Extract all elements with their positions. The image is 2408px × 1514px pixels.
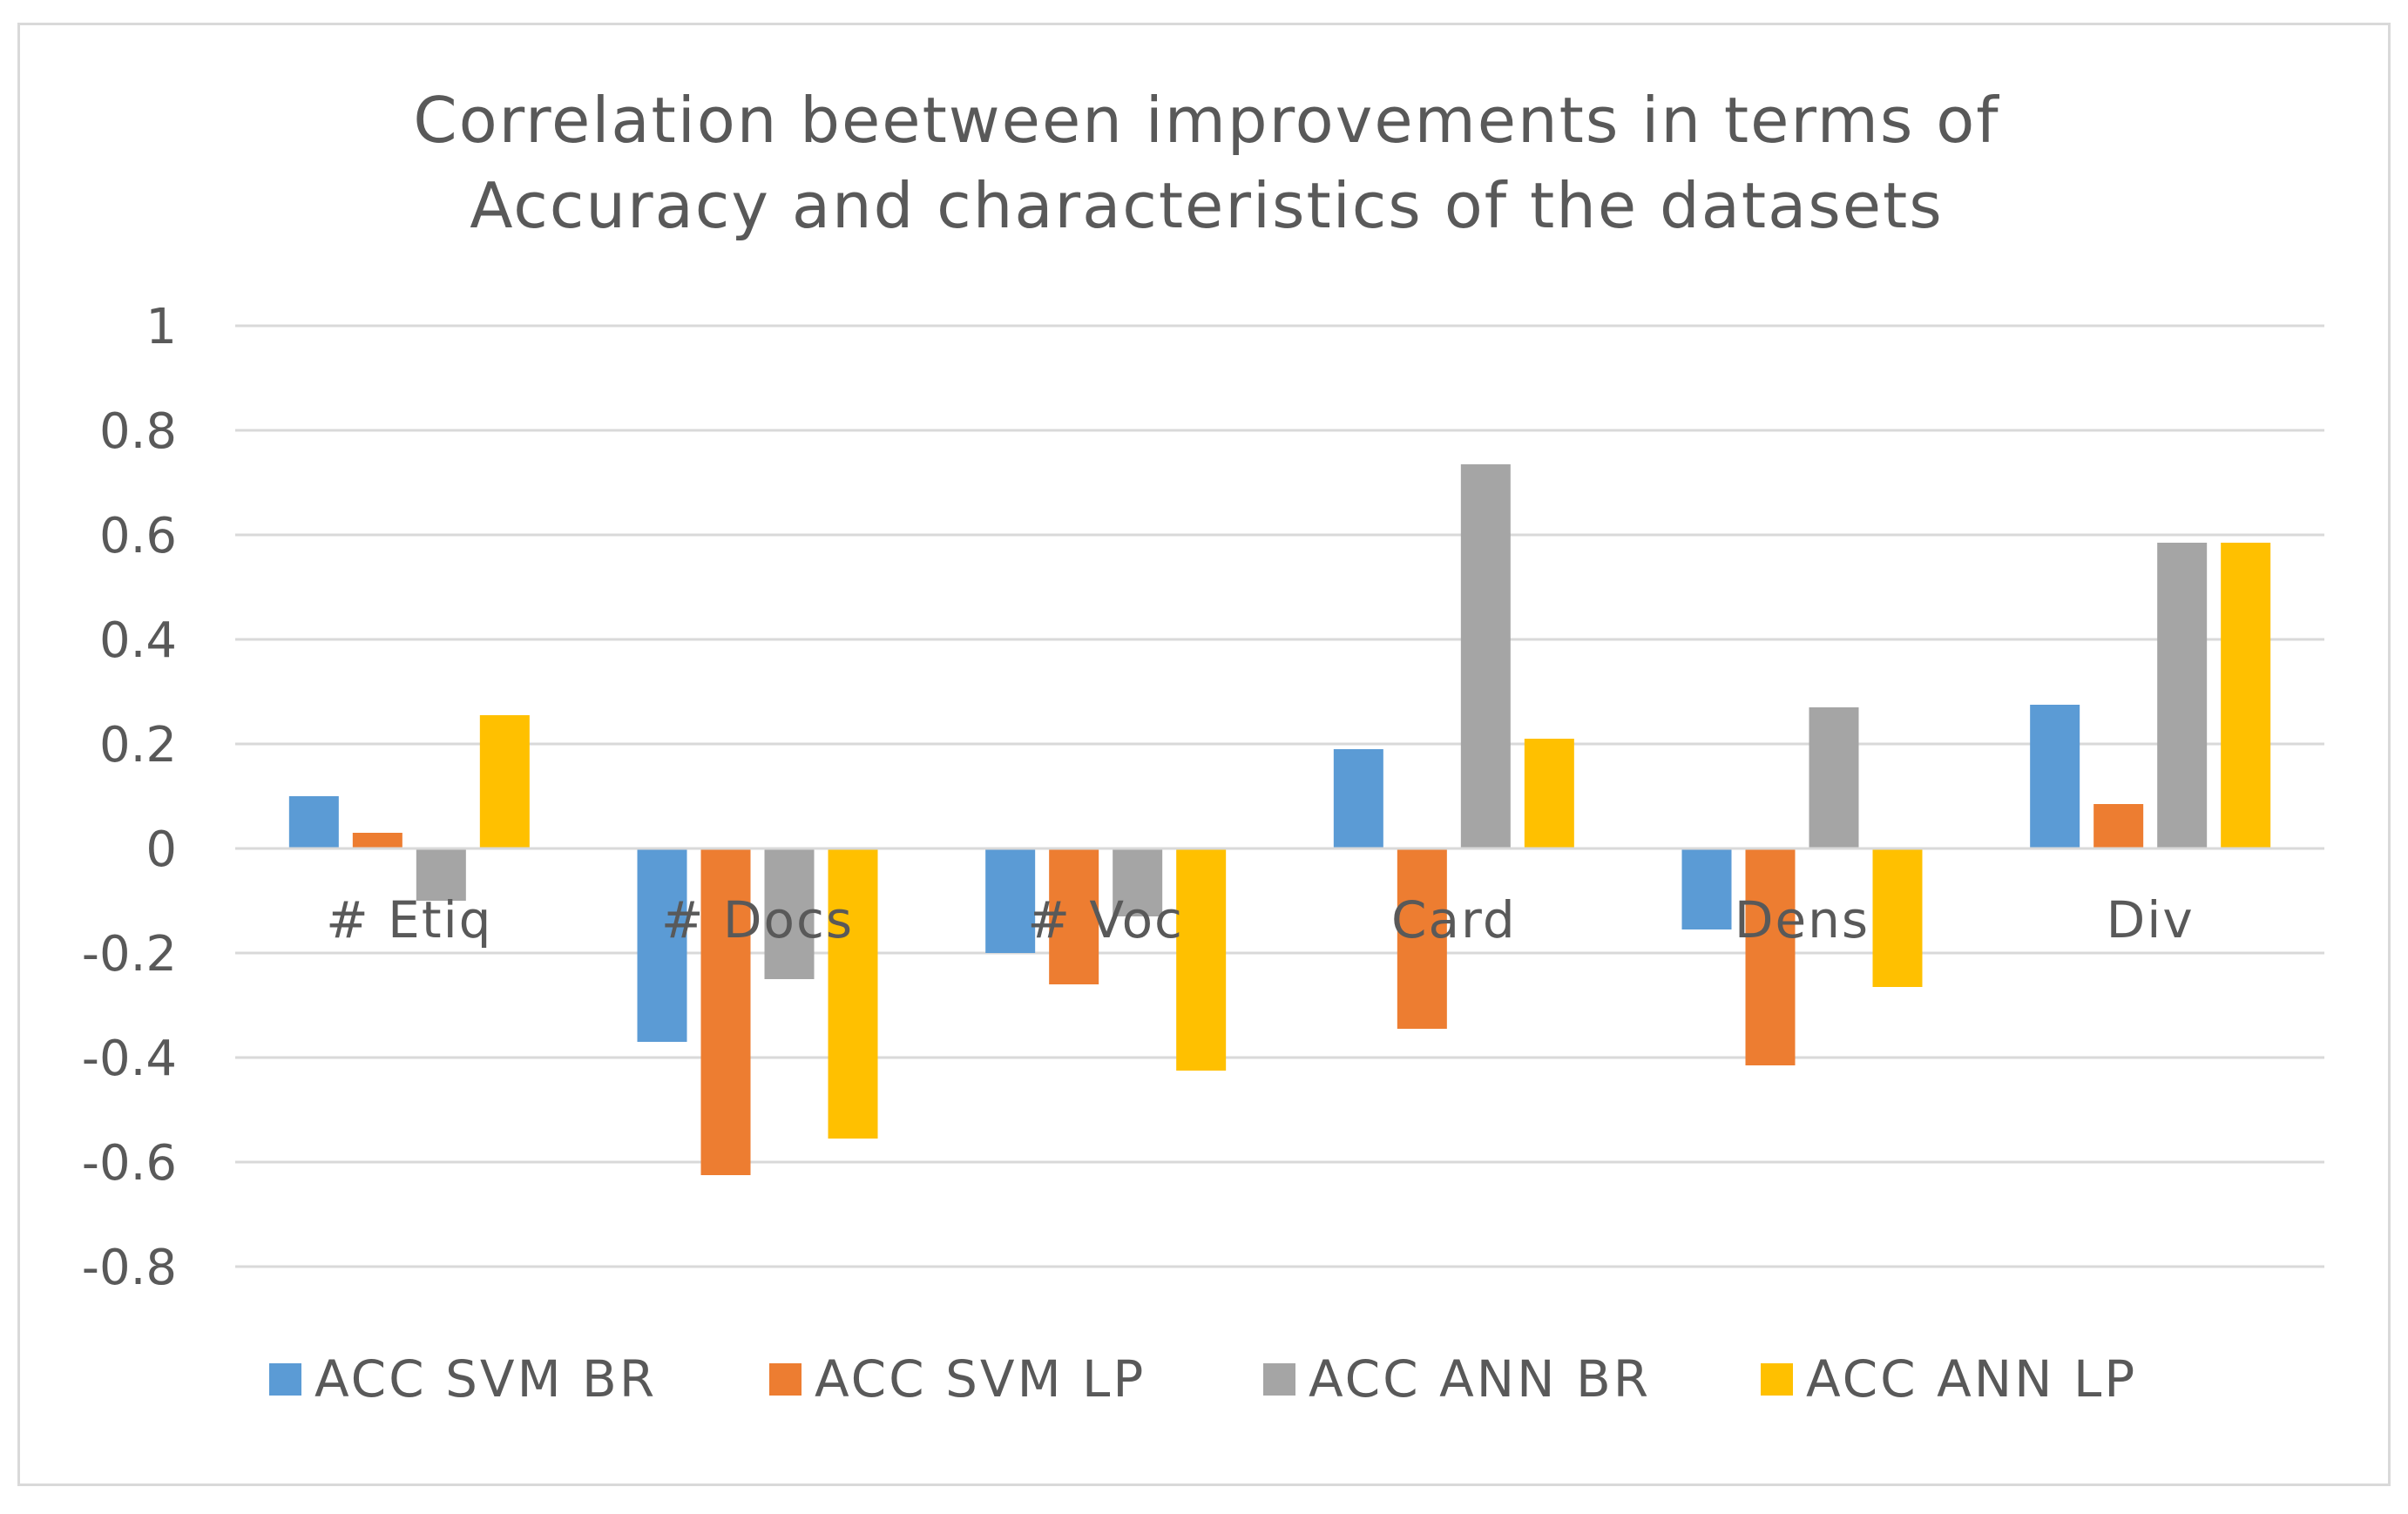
bar-acc-ann-br-0 (416, 848, 466, 901)
y-tick-label: 0.6 (99, 508, 177, 564)
chart-title-line-2: Accuracy and characteristics of the data… (470, 169, 1944, 242)
bar-chart: Correlation beetween improvements in ter… (82, 84, 2324, 1409)
bar-acc-svm-br-2 (985, 848, 1036, 953)
chart-title-line-1: Correlation beetween improvements in ter… (413, 84, 1999, 157)
legend-swatch-0 (269, 1363, 301, 1396)
bar-acc-ann-lp-0 (479, 715, 530, 848)
chart-frame: Correlation beetween improvements in ter… (17, 23, 2391, 1486)
y-axis-ticks: 1 0.8 0.6 0.4 0.2 0 -0.2 -0.4 -0.6 -0.8 (82, 299, 177, 1296)
category-label: # Docs (661, 890, 854, 950)
y-tick-label: -0.4 (82, 1031, 177, 1087)
y-tick-label: 0.8 (99, 403, 177, 460)
category-labels: # Etiq # Docs # Voc Card Dens Div (326, 890, 2195, 950)
bar-acc-svm-br-5 (2030, 705, 2080, 848)
bar-acc-ann-br-3 (1460, 464, 1511, 848)
y-tick-label: 0 (145, 821, 177, 878)
bar-acc-svm-lp-2 (1049, 848, 1099, 984)
bar-acc-ann-br-5 (2157, 543, 2208, 848)
legend: ACC SVM BR ACC SVM LP ACC ANN BR ACC ANN LP (269, 1349, 2137, 1409)
bar-acc-svm-br-3 (1333, 749, 1383, 848)
bar-acc-ann-lp-3 (1524, 739, 1574, 848)
y-tick-label: 0.4 (99, 612, 177, 669)
bar-acc-svm-lp-5 (2093, 804, 2144, 848)
y-tick-label: 0.2 (99, 717, 177, 774)
bar-acc-ann-lp-2 (1176, 848, 1227, 1071)
legend-swatch-3 (1761, 1363, 1793, 1396)
legend-label-0: ACC SVM BR (315, 1349, 657, 1409)
legend-label-2: ACC ANN BR (1309, 1349, 1651, 1409)
y-tick-label: -0.6 (82, 1135, 177, 1192)
bar-acc-svm-lp-0 (352, 833, 402, 848)
bar-acc-ann-br-4 (1809, 707, 1859, 848)
category-label: Dens (1735, 890, 1870, 950)
y-tick-label: -0.8 (82, 1240, 177, 1296)
category-label: # Etiq (326, 890, 492, 950)
bar-acc-ann-lp-1 (828, 848, 878, 1139)
legend-swatch-2 (1263, 1363, 1295, 1396)
bar-acc-ann-br-1 (764, 848, 815, 979)
legend-swatch-1 (769, 1363, 802, 1396)
bar-acc-svm-lp-3 (1397, 848, 1447, 1029)
bar-acc-svm-lp-1 (700, 848, 751, 1175)
bar-acc-ann-lp-4 (1872, 848, 1923, 987)
bar-acc-svm-br-0 (288, 796, 339, 848)
bar-acc-svm-br-4 (1681, 848, 1732, 929)
category-label: # Voc (1027, 890, 1184, 950)
legend-label-1: ACC SVM LP (815, 1349, 1146, 1409)
y-tick-label: 1 (145, 299, 177, 355)
gridlines (235, 324, 2324, 1268)
category-label: Div (2107, 890, 2195, 950)
bar-acc-svm-br-1 (637, 848, 687, 1042)
bars (235, 464, 2324, 1175)
legend-label-3: ACC ANN LP (1806, 1349, 2137, 1409)
y-tick-label: -0.2 (82, 926, 177, 983)
bar-acc-svm-lp-4 (1745, 848, 1796, 1065)
bar-acc-ann-lp-5 (2221, 543, 2271, 848)
category-label: Card (1391, 890, 1517, 950)
bar-acc-ann-br-2 (1113, 848, 1163, 916)
